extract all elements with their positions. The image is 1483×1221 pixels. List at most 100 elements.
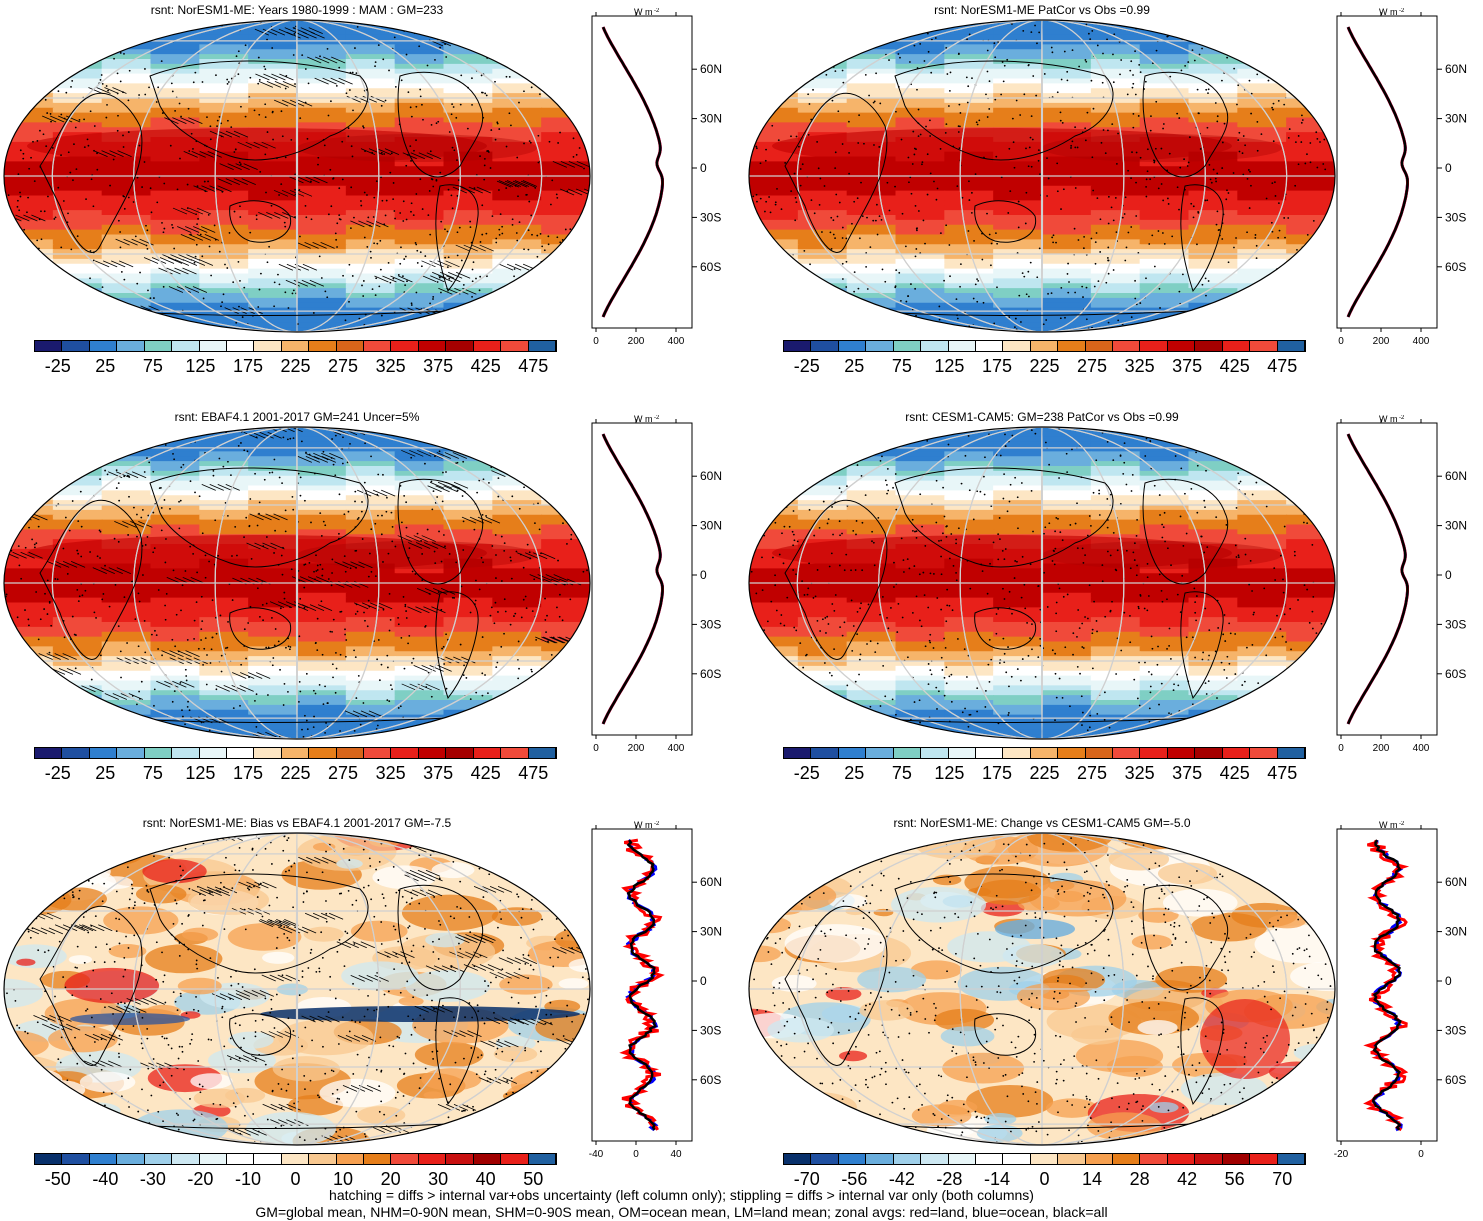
colorbar-swatch [473, 341, 502, 351]
map-field [749, 20, 1335, 332]
zonal-mean-plot: W m -2 60N 30N 0 30S 60S -20 0 [1334, 821, 1467, 1160]
colorbar-label: 75 [891, 763, 912, 783]
colorbar-swatch [364, 748, 392, 758]
zonal-x-tick: 400 [1413, 336, 1430, 347]
zonal-units-exp: -2 [654, 821, 660, 827]
colorbar-swatch [281, 748, 310, 758]
colorbar-swatch [866, 1154, 894, 1164]
colorbar-label: 25 [844, 356, 865, 376]
colorbar-label: 325 [375, 763, 406, 783]
zonal-x-tick: 0 [593, 743, 599, 754]
zonal-line [1371, 839, 1402, 1131]
colorbar-swatch [1140, 1154, 1168, 1164]
colorbar-swatch [1195, 748, 1223, 758]
colorbar-swatch [1003, 748, 1031, 758]
lat-label: 30S [1445, 210, 1466, 224]
zonal-units-exp: -2 [1399, 8, 1405, 14]
colorbar-swatch [1167, 1154, 1196, 1164]
zonal-line [1346, 433, 1409, 725]
colorbar-label: 14 [1082, 1169, 1103, 1189]
lat-label: 0 [1445, 974, 1452, 988]
lat-label: 30N [700, 112, 722, 126]
hatching [22, 833, 590, 1145]
zonal-x-tick: 200 [1373, 743, 1390, 754]
lat-label: 60S [1445, 667, 1466, 681]
colorbar-swatch [336, 748, 365, 758]
colorbar-swatch [117, 1154, 145, 1164]
colorbar-swatch [309, 1154, 337, 1164]
colorbar-swatch [1113, 1154, 1141, 1164]
colorbar-labels: -25 25 75 125 175 225 275 325 375 425 475 [783, 356, 1306, 377]
colorbar-label: 70 [1272, 1169, 1293, 1189]
colorbar-label: 375 [423, 763, 454, 783]
zonal-units-exp: -2 [654, 8, 660, 14]
zonal-line [626, 839, 658, 1131]
colorbar-label: -70 [793, 1169, 820, 1189]
zonal-line [619, 838, 665, 1131]
colorbar-swatch [1085, 341, 1114, 351]
colorbar-label: 0 [1039, 1169, 1050, 1189]
colorbar-swatch [364, 341, 392, 351]
colorbar-swatch [528, 341, 557, 351]
colorbar-swatch [1003, 341, 1031, 351]
lat-label: 60N [1445, 875, 1467, 889]
zonal-x-tick: 0 [1338, 336, 1344, 347]
colorbar-swatch [89, 1154, 118, 1164]
graticule [749, 833, 1335, 1145]
colorbar-label: 225 [1029, 356, 1060, 376]
lat-label: 60N [700, 875, 722, 889]
colorbar-swatch [62, 1154, 90, 1164]
colorbar-swatch [1277, 748, 1306, 758]
colorbar-label: -30 [139, 1169, 166, 1189]
colorbar-label: 375 [1172, 356, 1203, 376]
colorbar-swatch [921, 341, 949, 351]
colorbar-swatch [391, 341, 419, 351]
colorbar-label: 325 [375, 356, 406, 376]
zonal-x-tick: 400 [1413, 743, 1430, 754]
zonal-x-tick: 400 [668, 743, 685, 754]
colorbar-label: 40 [475, 1169, 496, 1189]
colorbar-label: -25 [44, 763, 71, 783]
map-field [4, 20, 590, 332]
colorbar-swatch [1277, 341, 1306, 351]
lat-label: 60S [700, 1073, 721, 1087]
lat-label: 60S [1445, 1073, 1466, 1087]
colorbar-labels: -25 25 75 125 175 225 275 325 375 425 475 [34, 356, 557, 377]
colorbar-label: 25 [95, 763, 116, 783]
colorbar-label: 475 [518, 763, 549, 783]
zonal-x-tick: 200 [628, 336, 645, 347]
colorbar-swatch [921, 748, 949, 758]
colorbar-label: 50 [523, 1169, 544, 1189]
colorbar-label: 56 [1224, 1169, 1245, 1189]
lat-label: 30S [700, 1023, 721, 1037]
lat-label: 30N [1445, 519, 1467, 533]
colorbar-swatch [1140, 341, 1168, 351]
colorbar-label: 175 [981, 763, 1012, 783]
colorbar-swatch [838, 341, 867, 351]
colorbar-labels: -50 -40 -30 -20 -10 0 10 20 30 40 50 [34, 1169, 557, 1190]
colorbar-swatch [784, 748, 812, 758]
colorbar-labels: -25 25 75 125 175 225 275 325 375 425 475 [783, 763, 1306, 784]
zonal-line [601, 26, 664, 318]
colorbar-label: 25 [95, 356, 116, 376]
colorbar-swatch [281, 341, 310, 351]
map-field [749, 833, 1335, 1145]
zonal-line [1363, 839, 1410, 1132]
colorbar-label: 125 [934, 763, 965, 783]
colorbar [783, 1153, 1306, 1165]
colorbar-swatch [89, 748, 118, 758]
zonal-line [601, 433, 664, 725]
colorbar-swatch [1250, 341, 1278, 351]
lat-label: 30S [1445, 1023, 1466, 1037]
colorbar [34, 747, 557, 759]
panel-2: rsnt: EBAF4.1 2001-2017 GM=241 Uncer=5% … [0, 407, 740, 807]
colorbar-label: 225 [280, 356, 311, 376]
colorbar-swatch [254, 1154, 282, 1164]
lat-label: 0 [1445, 161, 1452, 175]
colorbar-label: 425 [470, 763, 501, 783]
zonal-x-tick: 200 [1373, 336, 1390, 347]
zonal-x-tick: 0 [593, 336, 599, 347]
zonal-line [1346, 26, 1409, 318]
colorbar-label: 275 [328, 356, 359, 376]
zonal-line [1346, 26, 1409, 318]
